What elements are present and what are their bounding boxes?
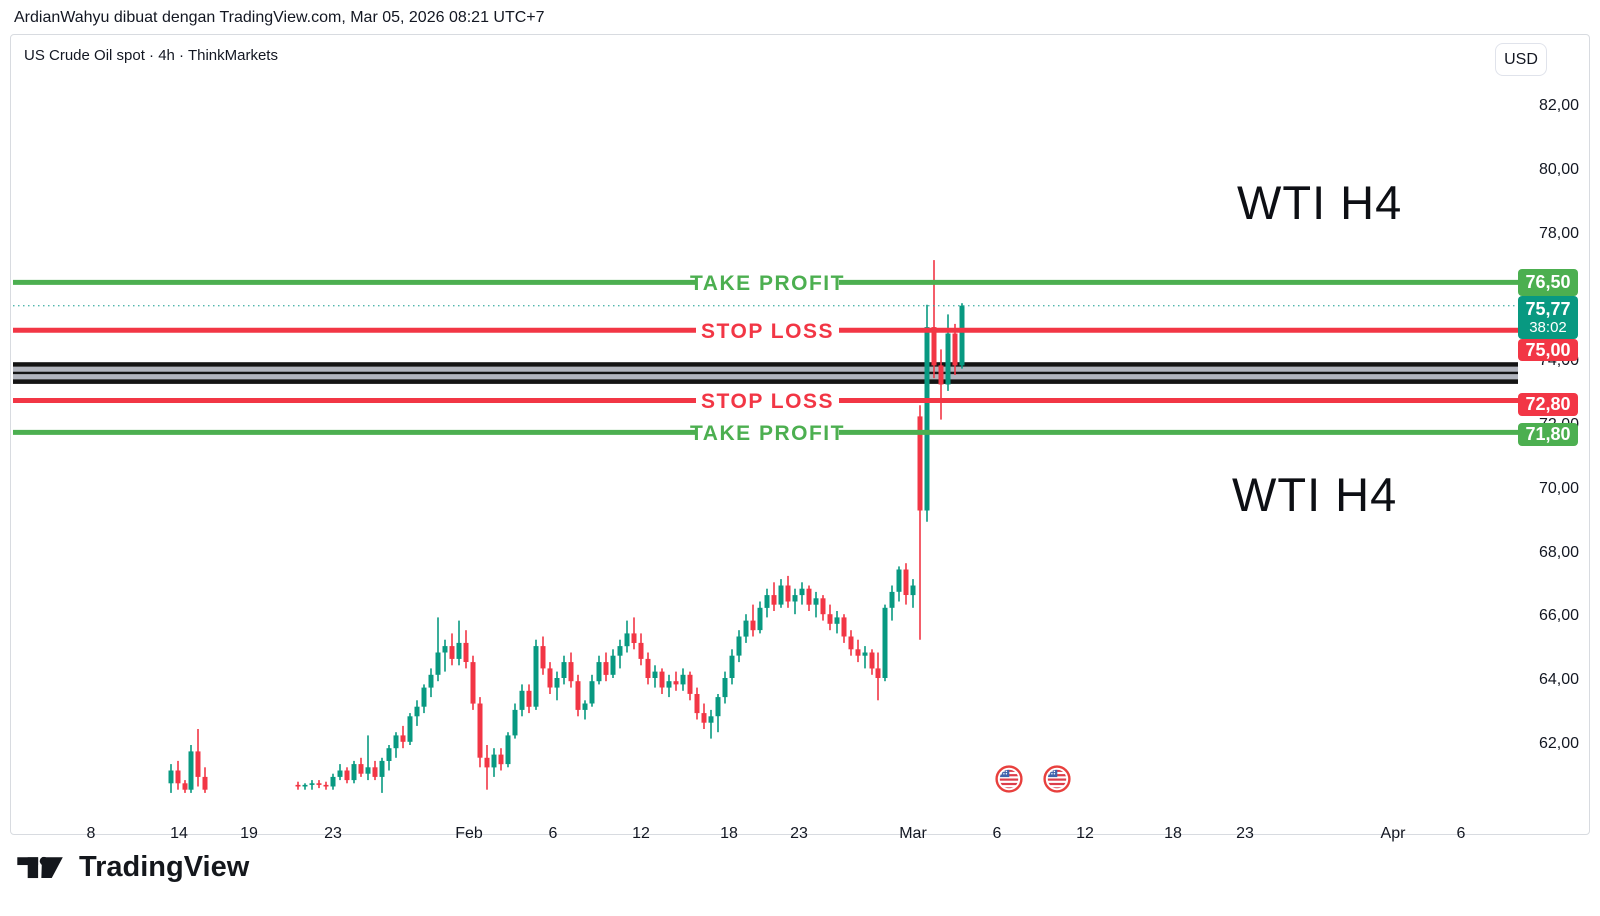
time-tick-12: 12 xyxy=(1076,825,1094,842)
price-tick-80: 80,00 xyxy=(1538,160,1579,178)
symbol-title: US Crude Oil spot · 4h · ThinkMarkets xyxy=(24,47,278,64)
price-tick-64: 64,00 xyxy=(1538,671,1579,689)
currency-button[interactable]: USD xyxy=(1495,43,1547,76)
svg-text:STOP LOSS: STOP LOSS xyxy=(701,390,834,413)
price-tick-70: 70,00 xyxy=(1538,479,1579,497)
svg-text:TAKE PROFIT: TAKE PROFIT xyxy=(690,422,845,445)
time-tick-23: 23 xyxy=(1236,825,1254,842)
tradingview-logo[interactable]: TradingView xyxy=(16,850,249,884)
price-tick-62: 62,00 xyxy=(1538,735,1579,752)
watermark-wti-h4-bottom: WTI H4 xyxy=(1232,468,1398,521)
tradingview-logo-icon xyxy=(17,856,63,879)
time-tick-14: 14 xyxy=(170,825,188,842)
time-tick-23: 23 xyxy=(324,825,342,842)
price-tick-68: 68,00 xyxy=(1538,543,1579,561)
level-stop-loss-75[interactable]: STOP LOSS xyxy=(13,320,1518,343)
supply-zone xyxy=(13,362,1518,384)
time-tick-6: 6 xyxy=(1456,825,1466,842)
level-take-profit-76.5[interactable]: TAKE PROFIT xyxy=(13,272,1518,295)
time-tick-19: 19 xyxy=(240,825,258,842)
time-tick-12: 12 xyxy=(632,825,650,842)
take-profit-price-badge: 76,50 xyxy=(1518,269,1578,296)
chart-canvas[interactable]: TAKE PROFIT STOP LOSS STOP LOSS TAKE PROFIT xyxy=(11,35,1591,835)
time-tick-18: 18 xyxy=(720,825,738,842)
time-tick-6: 6 xyxy=(992,825,1002,842)
current-price-badge: 75,77 38:02 xyxy=(1518,296,1578,339)
us-flag-event-icon[interactable] xyxy=(995,765,1023,793)
attribution-text: ArdianWahyu dibuat dengan TradingView.co… xyxy=(14,9,545,26)
level-stop-loss-72.8[interactable]: STOP LOSS xyxy=(13,390,1518,413)
price-tick-78: 78,00 xyxy=(1538,224,1579,242)
svg-text:TAKE PROFIT: TAKE PROFIT xyxy=(690,272,845,295)
time-axis[interactable]: 8 14 19 23 Feb 6 12 18 23 Mar 6 12 18 23 Apr 6 xyxy=(11,791,1517,842)
take-profit-price-badge: 71,80 xyxy=(1518,423,1578,446)
time-tick-23: 23 xyxy=(790,825,808,842)
price-tick-82: 82,00 xyxy=(1538,97,1579,114)
time-tick-6: 6 xyxy=(548,825,558,842)
watermark-wti-h4-top: WTI H4 xyxy=(1237,176,1403,229)
time-tick-mar: Mar xyxy=(899,825,927,842)
level-take-profit-71.8[interactable]: TAKE PROFIT xyxy=(13,422,1518,445)
time-tick-8: 8 xyxy=(86,825,96,842)
footer: TradingView xyxy=(16,850,249,884)
stop-loss-price-badge: 75,00 xyxy=(1518,339,1578,361)
us-flag-event-icon[interactable] xyxy=(1043,765,1071,793)
price-axis[interactable]: 82,0080,0078,0074,0072,0070,0068,0066,00… xyxy=(1515,35,1589,791)
time-tick-apr: Apr xyxy=(1380,825,1406,842)
time-tick-18: 18 xyxy=(1164,825,1182,842)
candlestick-series xyxy=(168,260,965,793)
tradingview-logo-text: TradingView xyxy=(79,850,250,883)
chart-panel: TAKE PROFIT STOP LOSS STOP LOSS TAKE PROFIT… xyxy=(10,34,1591,842)
time-tick-feb: Feb xyxy=(455,825,483,842)
stop-loss-price-badge: 72,80 xyxy=(1518,393,1578,416)
price-tick-66: 66,00 xyxy=(1538,607,1579,625)
svg-text:STOP LOSS: STOP LOSS xyxy=(701,320,834,343)
